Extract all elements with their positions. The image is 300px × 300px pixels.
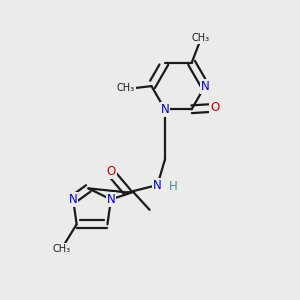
Text: CH₃: CH₃ — [117, 83, 135, 94]
Text: O: O — [210, 101, 219, 114]
Text: N: N — [201, 80, 209, 93]
Text: CH₃: CH₃ — [53, 244, 71, 254]
Text: N: N — [69, 193, 77, 206]
Text: CH₃: CH₃ — [191, 33, 210, 43]
Text: N: N — [106, 193, 115, 206]
Text: O: O — [107, 165, 116, 178]
Text: N: N — [160, 103, 169, 116]
Text: N: N — [153, 178, 162, 192]
Text: H: H — [169, 180, 177, 193]
